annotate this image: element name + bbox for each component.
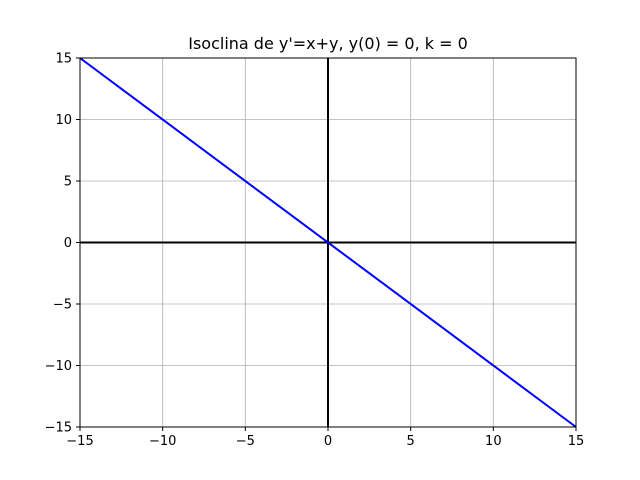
series-layer: [79, 57, 577, 428]
y-tick-label: −15: [45, 421, 72, 436]
y-tick-label: 0: [64, 236, 72, 251]
x-tick-label: −10: [149, 434, 176, 449]
x-tick-label: 10: [485, 434, 502, 449]
y-tick-label: −10: [45, 359, 72, 374]
y-tick-label: −5: [53, 298, 72, 313]
x-tick-label: 0: [324, 434, 332, 449]
x-tick-label: −15: [66, 434, 93, 449]
x-tick-label: 5: [407, 434, 415, 449]
series-line: [79, 57, 577, 428]
y-tick-label: 15: [55, 52, 72, 67]
y-tick-label: 5: [64, 175, 72, 190]
x-tick-label: −5: [236, 434, 255, 449]
y-tick-label: 10: [55, 113, 72, 128]
x-tick-label: 15: [568, 434, 585, 449]
ticks: −15 −10 −5 0 5 10 15 −15 −10 −5 0 5 10 15: [45, 52, 585, 450]
chart-title: Isoclina de y'=x+y, y(0) = 0, k = 0: [188, 34, 468, 53]
